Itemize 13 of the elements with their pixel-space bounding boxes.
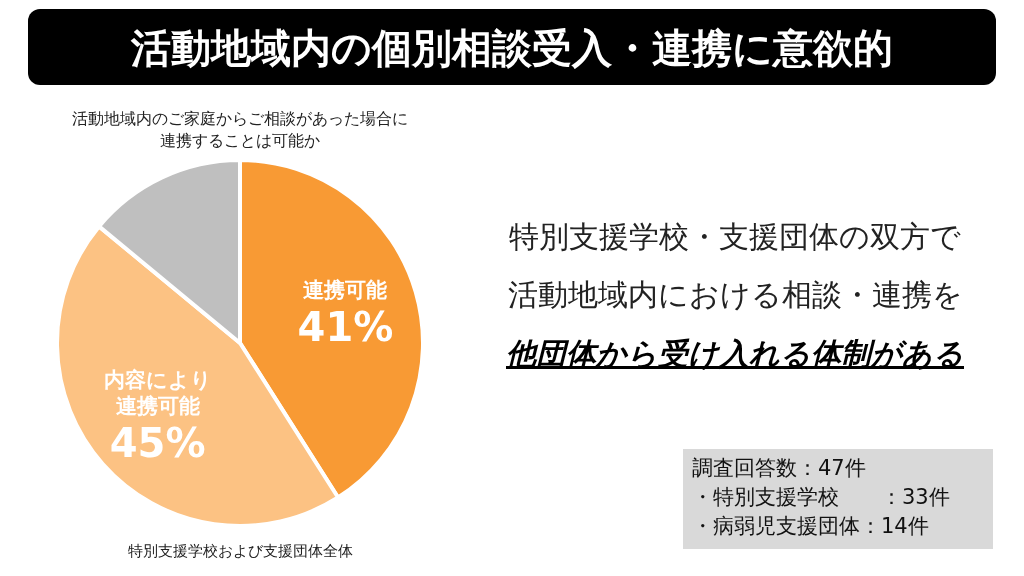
text: ・病弱児支援団体：14件 <box>692 514 929 538</box>
slice-label: 連携可能 <box>303 277 388 302</box>
text: 特別支援学校および支援団体全体 <box>127 542 353 560</box>
text: 特別支援学校・支援団体の双方で <box>509 219 961 254</box>
text: 活動地域内における相談・連携を <box>507 277 963 312</box>
text: 調査回答数：47件 <box>692 456 866 480</box>
data-label: 45% <box>109 419 206 466</box>
chart-subtitle: 活動地域内のご家庭からご相談があった場合に連携することは可能か <box>72 109 408 150</box>
text: ・特別支援学校 ：33件 <box>692 485 950 509</box>
slice-label: 内容により連携可能 <box>103 368 212 418</box>
data-label: 41% <box>297 303 394 350</box>
text: 活動地域内の個別相談受入・連携に意欲的 <box>130 25 893 71</box>
text: 他団体から受け入れる体制がある <box>506 336 964 371</box>
